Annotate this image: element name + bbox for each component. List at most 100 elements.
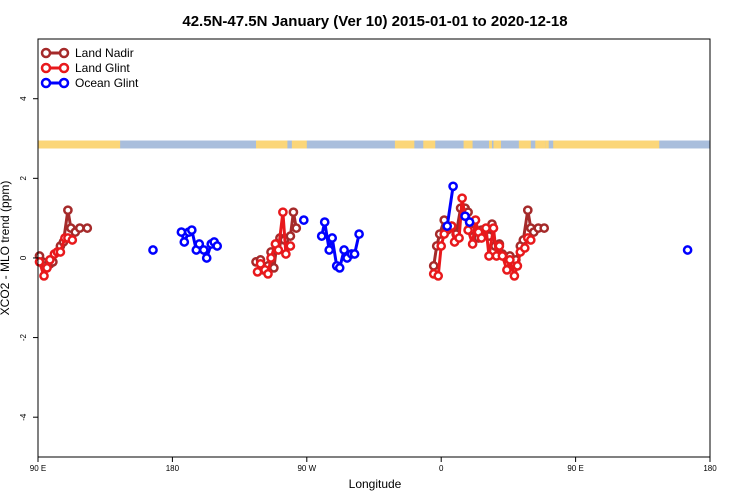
x-tick-label: 90 W	[297, 464, 316, 473]
data-point	[454, 233, 464, 243]
data-point	[481, 223, 491, 233]
y-tick-label: -4	[19, 413, 28, 421]
land-band	[423, 140, 436, 149]
data-point	[519, 243, 530, 253]
data-point	[266, 253, 276, 263]
data-point	[476, 233, 487, 243]
legend-item: Land Glint	[40, 61, 130, 75]
y-tick-label: -2	[19, 333, 28, 341]
y-axis-label: XCO2 - MLO trend (ppm)	[0, 181, 12, 316]
data-point	[278, 207, 288, 218]
legend-marker	[58, 77, 70, 89]
data-point	[252, 267, 263, 277]
land-band	[493, 140, 501, 149]
data-point	[442, 221, 453, 231]
data-point	[186, 225, 197, 235]
data-point	[525, 235, 536, 245]
data-point	[467, 239, 478, 249]
legend-marker	[40, 77, 52, 89]
data-point	[327, 233, 338, 243]
series-line	[320, 220, 361, 270]
data-point	[285, 241, 296, 251]
data-point	[198, 245, 209, 255]
data-point	[212, 241, 223, 251]
series-land-glint	[34, 193, 536, 281]
data-point	[298, 215, 309, 225]
ocean-band	[38, 140, 710, 149]
data-point	[457, 193, 467, 204]
data-point	[194, 239, 205, 249]
data-point	[484, 251, 494, 261]
data-point	[55, 247, 66, 257]
land-band	[256, 140, 288, 149]
data-point	[428, 261, 439, 271]
legend-marker	[58, 47, 70, 59]
data-point	[509, 271, 520, 281]
land-ocean-strip	[38, 140, 710, 149]
data-point	[460, 211, 470, 222]
land-band	[553, 140, 660, 149]
data-point	[263, 269, 273, 279]
data-point	[273, 245, 284, 255]
data-point	[316, 231, 327, 241]
data-point	[201, 253, 212, 263]
x-tick-label: 180	[703, 464, 717, 473]
data-point	[324, 245, 335, 255]
data-point	[448, 181, 458, 192]
land-band	[291, 140, 307, 149]
data-point	[488, 223, 499, 233]
data-point	[148, 245, 158, 255]
x-tick-label: 90 E	[567, 464, 583, 473]
land-band	[463, 140, 473, 149]
y-tick-label: 0	[19, 255, 28, 260]
data-point	[255, 259, 266, 269]
series-ocean-glint	[148, 181, 693, 273]
data-point	[334, 263, 345, 273]
land-band	[545, 140, 549, 149]
legend-marker	[58, 62, 70, 74]
data-point	[464, 217, 475, 227]
data-point	[497, 251, 508, 261]
land-band	[535, 140, 546, 149]
data-point	[319, 217, 330, 227]
data-point	[463, 225, 473, 235]
x-tick-label: 180	[166, 464, 180, 473]
data-point	[522, 205, 533, 216]
data-point	[436, 241, 447, 251]
x-axis-label: Longitude	[349, 477, 402, 491]
data-point	[439, 229, 450, 239]
land-band	[518, 140, 531, 149]
plot-frame	[37, 38, 711, 458]
data-point	[354, 229, 364, 239]
land-band	[38, 140, 121, 149]
series-line	[445, 186, 455, 227]
data-point	[179, 237, 190, 247]
data-point	[433, 271, 444, 281]
data-point	[63, 205, 73, 216]
data-point	[502, 265, 512, 275]
chart-title: 42.5N-47.5N January (Ver 10) 2015-01-01 …	[182, 13, 567, 30]
data-point	[494, 241, 505, 251]
legend-item: Ocean Glint	[40, 76, 139, 90]
data-point	[349, 249, 360, 259]
y-axis: 4 2 0 -2 -4	[19, 96, 38, 421]
data-point	[682, 245, 693, 255]
data-point	[269, 263, 279, 273]
data-point	[39, 271, 49, 281]
data-point	[42, 263, 52, 273]
y-tick-label: 2	[19, 176, 28, 181]
legend-marker	[40, 62, 52, 74]
x-tick-label: 0	[439, 464, 444, 473]
land-band	[488, 140, 492, 149]
data-point	[34, 257, 45, 267]
legend-marker	[40, 47, 52, 59]
series-layer	[34, 181, 693, 281]
data-point	[285, 231, 296, 241]
data-point	[67, 235, 78, 245]
land-band	[394, 140, 415, 149]
data-point	[74, 223, 85, 233]
data-point	[281, 249, 291, 259]
data-point	[82, 223, 93, 233]
